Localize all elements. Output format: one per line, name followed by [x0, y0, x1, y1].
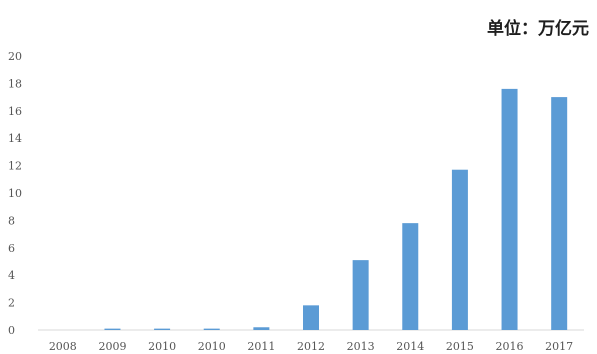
y-tick-label: 8: [8, 214, 15, 227]
unit-label: 单位：万亿元: [487, 19, 589, 39]
y-tick-label: 0: [8, 324, 15, 337]
bar-2016: [501, 88, 518, 330]
y-tick-label: 14: [8, 132, 22, 145]
y-tick-label: 12: [8, 160, 22, 173]
y-tick-label: 4: [8, 269, 15, 282]
y-tick-label: 6: [8, 242, 15, 255]
x-tick-label: 2013: [347, 340, 375, 353]
x-tick-label: 2016: [496, 340, 524, 353]
x-tick-label: 2017: [545, 340, 573, 353]
y-tick-label: 10: [8, 187, 22, 200]
x-tick-label: 2009: [98, 340, 126, 353]
x-tick-label: 2014: [396, 340, 424, 353]
x-tick-label: 2010: [198, 340, 226, 353]
y-tick-label: 18: [8, 77, 22, 90]
bar-2017: [551, 97, 568, 330]
bar-2015: [451, 169, 468, 330]
bar-2009: [104, 328, 121, 330]
x-tick-label: 2010: [148, 340, 176, 353]
bar-2012: [303, 305, 319, 330]
x-tick-label: 2011: [247, 340, 275, 353]
x-tick-label: 2015: [446, 340, 474, 353]
y-tick-label: 16: [8, 105, 22, 118]
y-tick-label: 2: [8, 297, 15, 310]
bar-2010: [203, 328, 220, 330]
bar-2011: [253, 327, 270, 330]
bar-2013: [352, 260, 369, 330]
x-tick-label: 2008: [49, 340, 77, 353]
bar-2010: [154, 328, 171, 330]
bar-2014: [402, 223, 419, 330]
y-tick-label: 20: [8, 50, 22, 63]
x-tick-label: 2012: [297, 340, 325, 353]
